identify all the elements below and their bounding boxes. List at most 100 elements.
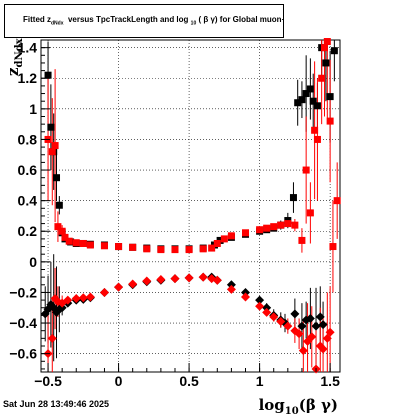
data-point-square <box>333 197 341 205</box>
data-point-diamond <box>262 303 272 313</box>
data-point-diamond <box>298 346 308 356</box>
data-point-square <box>171 246 179 254</box>
data-point-diamond <box>85 292 95 302</box>
data-point-diamond <box>276 317 286 327</box>
data-point-diamond <box>305 313 315 323</box>
data-point-square <box>329 243 337 251</box>
data-point-diamond <box>255 295 265 305</box>
chart-title-sub1: dNdx <box>51 20 64 27</box>
data-point-diamond <box>57 303 67 313</box>
y-tick-label: 0.6 <box>18 162 38 178</box>
data-point-diamond <box>114 282 124 292</box>
data-point-diamond <box>226 284 236 294</box>
y-tick-label: 1.2 <box>18 70 38 86</box>
data-point-diamond <box>311 321 321 331</box>
data-point-diamond <box>269 312 279 322</box>
y-tick-label: 0.4 <box>18 193 38 209</box>
data-point-square <box>306 85 314 93</box>
data-point-square <box>199 245 207 253</box>
data-point-square <box>277 221 285 229</box>
y-tick-label: 0.2 <box>18 223 38 239</box>
data-point-diamond <box>255 301 265 311</box>
data-point-square <box>220 235 228 243</box>
data-point-diamond <box>184 273 194 283</box>
markers <box>40 38 341 374</box>
data-point-square <box>318 74 326 82</box>
data-point-diamond <box>297 321 307 331</box>
data-point-square <box>79 239 87 247</box>
data-point-square <box>86 241 94 249</box>
chart-title-post: ( β γ) for Global muon+ <box>198 15 284 24</box>
data-point-square <box>298 236 306 244</box>
data-point-diamond <box>142 276 152 286</box>
data-point-square <box>72 239 80 247</box>
data-point-diamond <box>71 294 81 304</box>
data-point-square <box>323 38 331 46</box>
data-point-square <box>289 194 297 202</box>
data-point-square <box>256 226 264 234</box>
data-point-square <box>242 229 250 237</box>
x-tick-label: −0.5 <box>34 373 62 389</box>
x-tick-label: 1 <box>256 373 264 389</box>
data-point-diamond <box>241 292 251 302</box>
data-point-square <box>44 71 52 79</box>
chart-title: Fitted zdNdx versus TpcTrackLength and l… <box>4 4 284 38</box>
data-point-diamond <box>315 312 325 322</box>
data-point-square <box>185 246 193 254</box>
data-point-square <box>48 148 56 156</box>
data-point-diamond <box>290 309 300 319</box>
data-point-diamond <box>47 333 57 343</box>
data-point-square <box>302 90 310 98</box>
data-point-square <box>294 99 302 107</box>
plot-frame <box>40 39 341 373</box>
data-point-diamond <box>318 344 328 354</box>
data-point-square <box>298 96 306 104</box>
data-point-diamond <box>170 274 180 284</box>
data-point-square <box>291 221 299 229</box>
data-point-diamond <box>226 280 236 290</box>
chart-title-sub2: 10 <box>190 20 197 27</box>
data-point-square <box>313 135 321 143</box>
data-point-diamond <box>325 327 335 337</box>
data-point-diamond <box>78 293 88 303</box>
data-point-diamond <box>307 332 317 342</box>
data-point-diamond <box>241 287 251 297</box>
data-point-square <box>326 117 334 125</box>
data-point-square <box>313 102 321 110</box>
data-point-diamond <box>318 320 328 330</box>
data-point-diamond <box>283 321 293 331</box>
data-point-square <box>227 232 235 240</box>
data-point-square <box>58 227 66 235</box>
data-point-square <box>115 243 123 251</box>
y-tick-label: 1 <box>29 101 37 117</box>
data-point-square <box>330 47 338 55</box>
data-point-square <box>263 224 271 232</box>
data-point-square <box>213 239 221 247</box>
data-point-diamond <box>198 272 208 282</box>
data-point-square <box>320 44 328 52</box>
y-tick-label: −0.6 <box>9 346 37 362</box>
data-point-diamond <box>294 329 304 339</box>
data-point-square <box>326 93 334 101</box>
data-point-diamond <box>212 275 222 285</box>
error-bars <box>44 40 338 372</box>
data-point-square <box>309 97 317 105</box>
data-point-square <box>55 201 63 209</box>
data-point-diamond <box>57 298 67 308</box>
data-point-diamond <box>262 307 272 317</box>
data-point-square <box>65 237 73 245</box>
data-point-square <box>129 243 137 251</box>
y-tick-label: −0.4 <box>9 315 37 331</box>
axes: −0.5 0 0.5 1 1.5 −0.6 −0.4 −0.2 0 0.2 0.4 0.6 0.8 1 1.… <box>4 37 340 414</box>
data-point-square <box>51 142 59 150</box>
y-axis-title: zdNdx <box>4 37 25 76</box>
x-tick-label: 1.5 <box>320 373 340 389</box>
x-tick-label: 0.5 <box>179 373 199 389</box>
x-tick-label: 0 <box>115 373 123 389</box>
data-point-square <box>100 242 108 250</box>
date-stamp: Sat Jun 28 13:49:46 2025 <box>3 399 110 409</box>
data-point-square <box>311 126 319 134</box>
y-tick-label: 0.8 <box>18 131 38 147</box>
data-point-square <box>322 59 330 67</box>
